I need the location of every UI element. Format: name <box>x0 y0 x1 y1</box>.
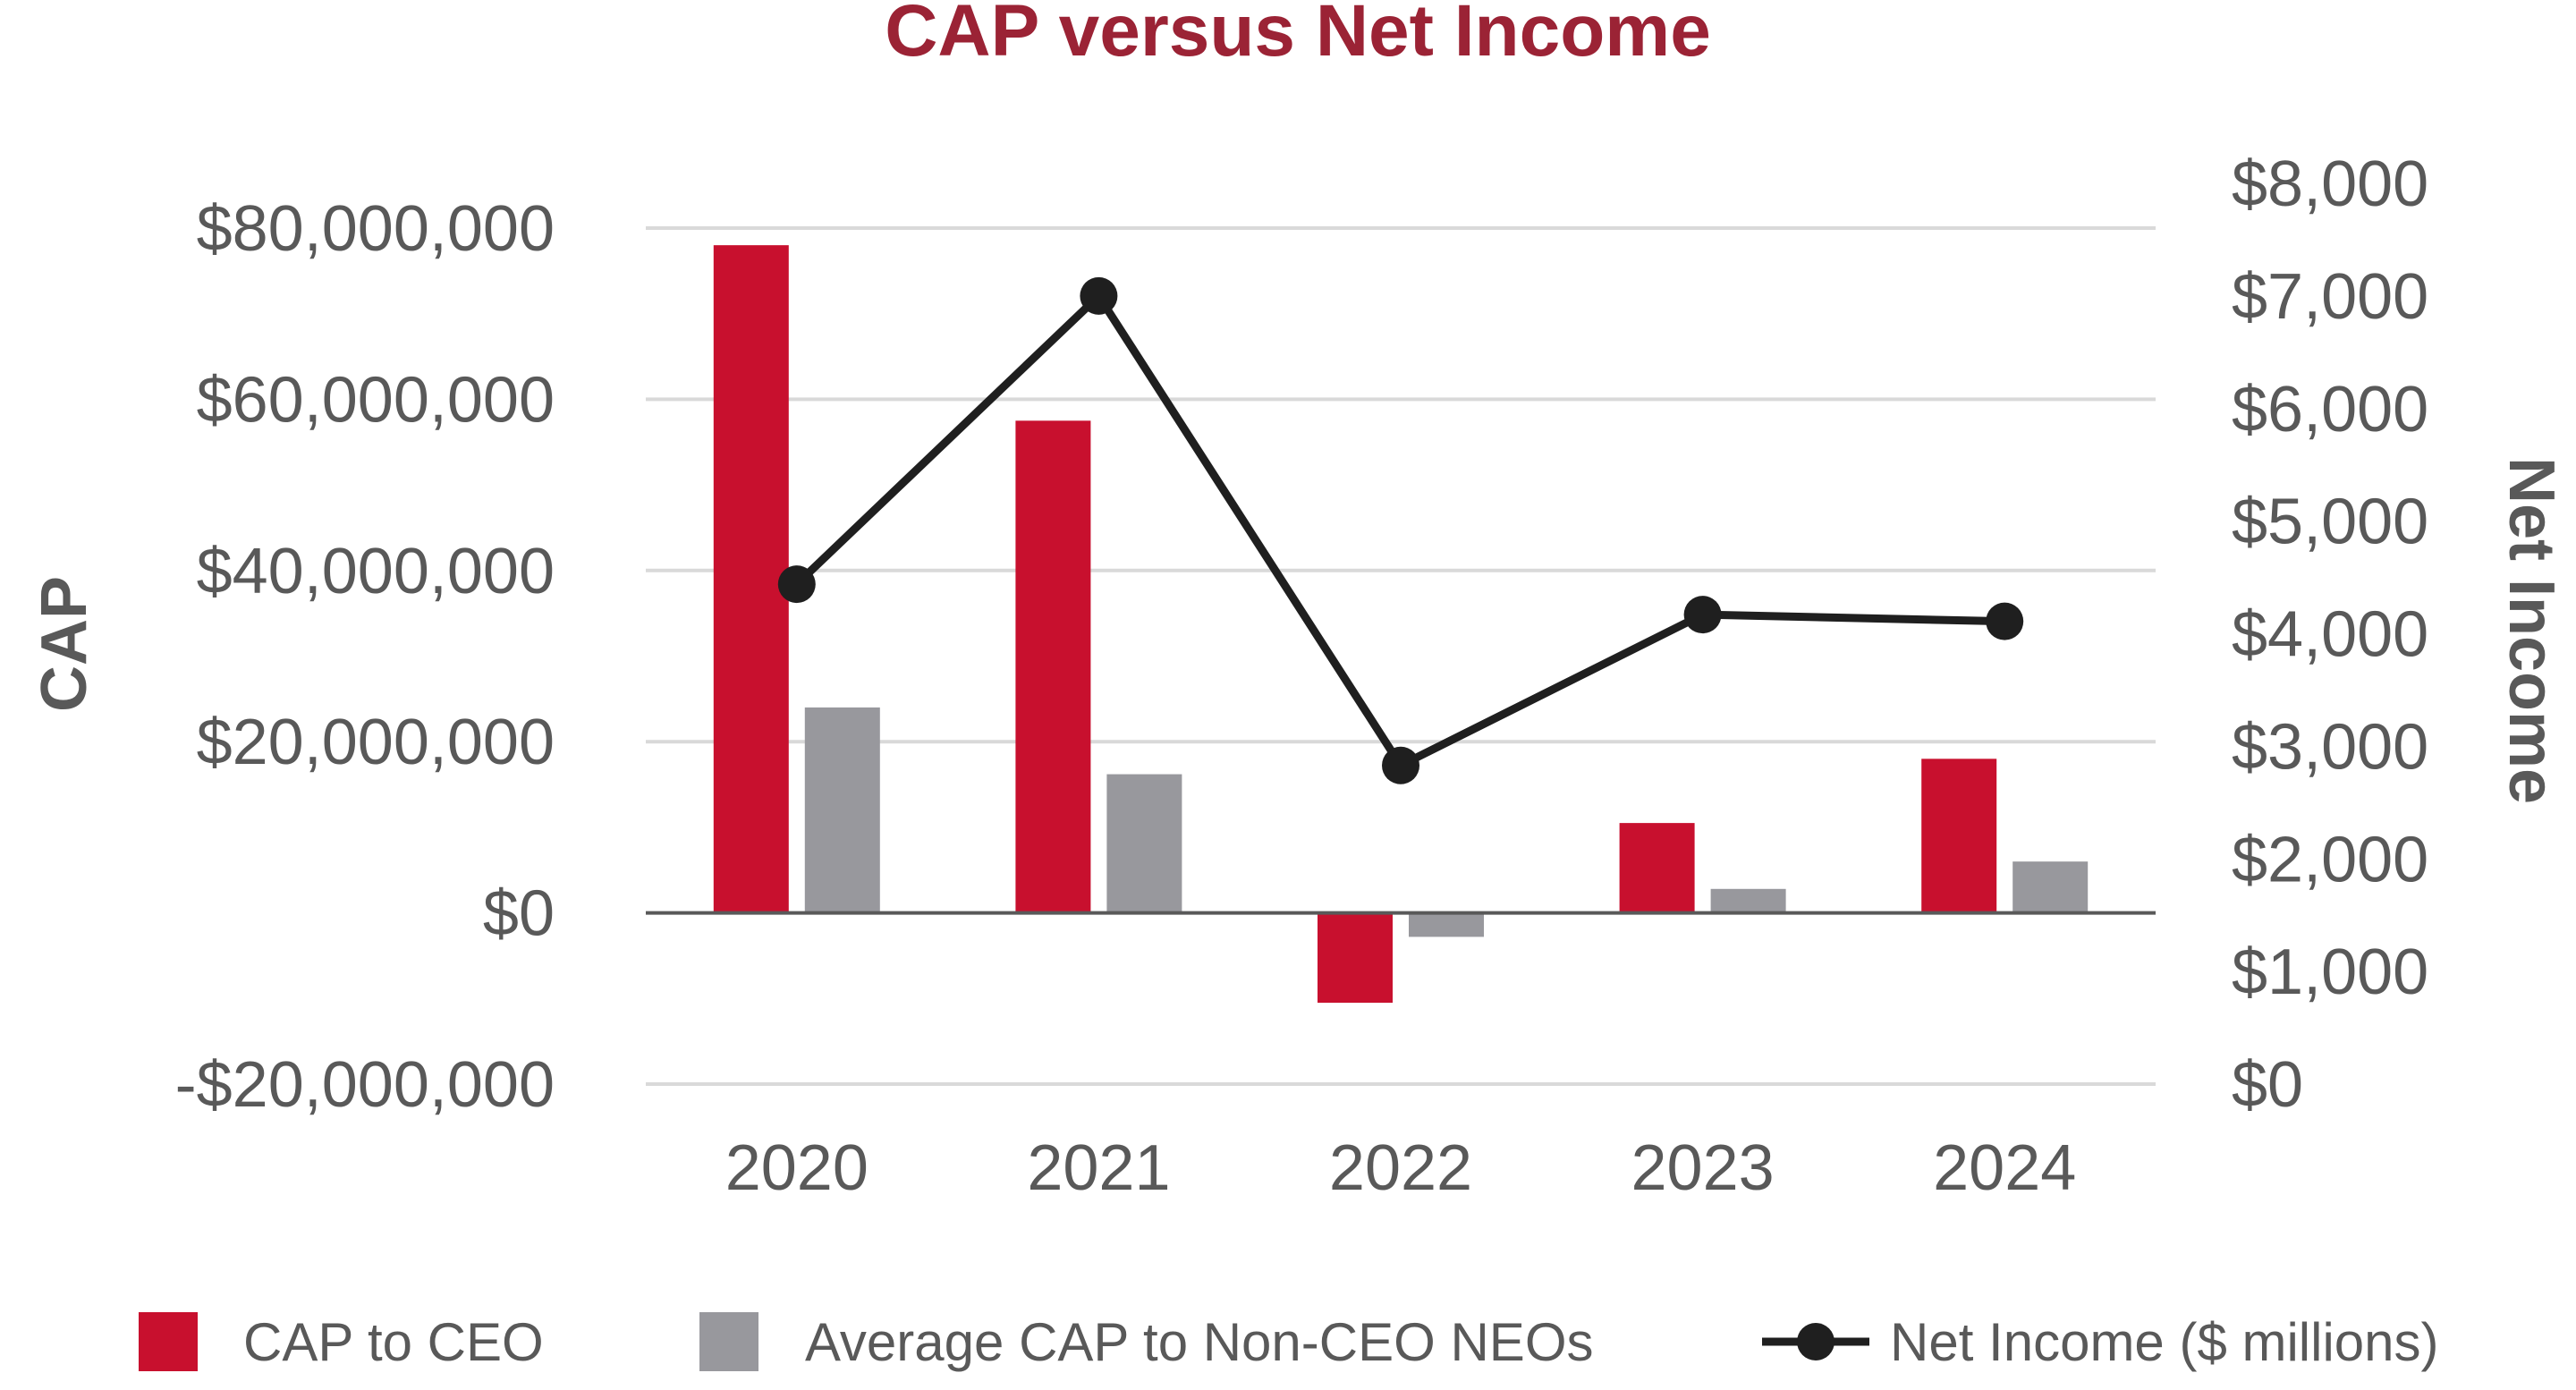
right-tick-label: $1,000 <box>2232 937 2428 1008</box>
bar-cap-to-ceo <box>1015 420 1091 913</box>
chart-title: CAP versus Net Income <box>885 0 1711 72</box>
left-tick-label: $0 <box>483 878 555 950</box>
legend: CAP to CEO Average CAP to Non-CEO NEOs Net… <box>139 1312 2439 1372</box>
bar-average-cap-non-ceo <box>2012 861 2089 913</box>
legend-label-cap-to-ceo: CAP to CEO <box>243 1312 544 1372</box>
left-tick-label: $20,000,000 <box>197 707 555 778</box>
bar-cap-to-ceo <box>1921 759 1997 913</box>
x-axis-ticks: 2020 2021 2022 2023 2024 <box>725 1132 2077 1204</box>
x-tick-label: 2023 <box>1631 1132 1775 1204</box>
bar-cap-to-ceo <box>713 245 789 913</box>
x-tick-label: 2024 <box>1933 1132 2076 1204</box>
left-axis-ticks: $80,000,000 $60,000,000 $40,000,000 $20,000… <box>175 193 555 1121</box>
net-income-point <box>1382 746 1419 784</box>
net-income-point <box>1683 596 1722 634</box>
legend-swatch-average-cap <box>699 1312 758 1371</box>
right-tick-label: $8,000 <box>2232 148 2428 220</box>
bar-average-cap-non-ceo <box>1106 774 1182 913</box>
right-axis-ticks: $8,000 $7,000 $6,000 $5,000 $4,000 $3,000 $2,0… <box>2232 148 2428 1121</box>
right-axis-title: Net Income <box>2496 457 2567 804</box>
bar-average-cap-non-ceo <box>1409 912 1484 937</box>
legend-swatch-cap-to-ceo <box>139 1312 198 1371</box>
x-tick-label: 2020 <box>725 1132 869 1204</box>
gridlines <box>646 226 2156 1086</box>
bar-cap-to-ceo <box>1619 823 1695 913</box>
bars <box>713 245 2089 1004</box>
left-tick-label: -$20,000,000 <box>175 1049 555 1121</box>
right-tick-label: $5,000 <box>2232 487 2428 558</box>
bar-cap-to-ceo <box>1318 912 1393 1004</box>
net-income-point <box>1986 602 2024 640</box>
x-tick-label: 2021 <box>1027 1132 1170 1204</box>
right-tick-label: $3,000 <box>2232 711 2428 783</box>
left-tick-label: $60,000,000 <box>197 364 555 436</box>
legend-label-average-cap: Average CAP to Non-CEO NEOs <box>805 1312 1593 1372</box>
net-income-point <box>777 565 816 604</box>
legend-label-net-income: Net Income ($ millions) <box>1890 1312 2439 1372</box>
net-income-line-group <box>777 276 2024 784</box>
x-tick-label: 2022 <box>1329 1132 1472 1204</box>
left-tick-label: $80,000,000 <box>197 193 555 265</box>
right-tick-label: $2,000 <box>2232 824 2428 895</box>
right-tick-label: $4,000 <box>2232 599 2428 671</box>
right-tick-label: $0 <box>2232 1049 2303 1121</box>
right-tick-label: $7,000 <box>2232 261 2428 333</box>
left-tick-label: $40,000,000 <box>197 536 555 607</box>
left-axis-title: CAP <box>29 576 100 712</box>
right-tick-label: $6,000 <box>2232 374 2428 445</box>
net-income-line <box>793 292 2005 770</box>
net-income-point <box>1080 276 1118 315</box>
bar-average-cap-non-ceo <box>1710 888 1786 913</box>
legend-marker-net-income <box>1797 1323 1835 1360</box>
bar-average-cap-non-ceo <box>804 707 880 913</box>
